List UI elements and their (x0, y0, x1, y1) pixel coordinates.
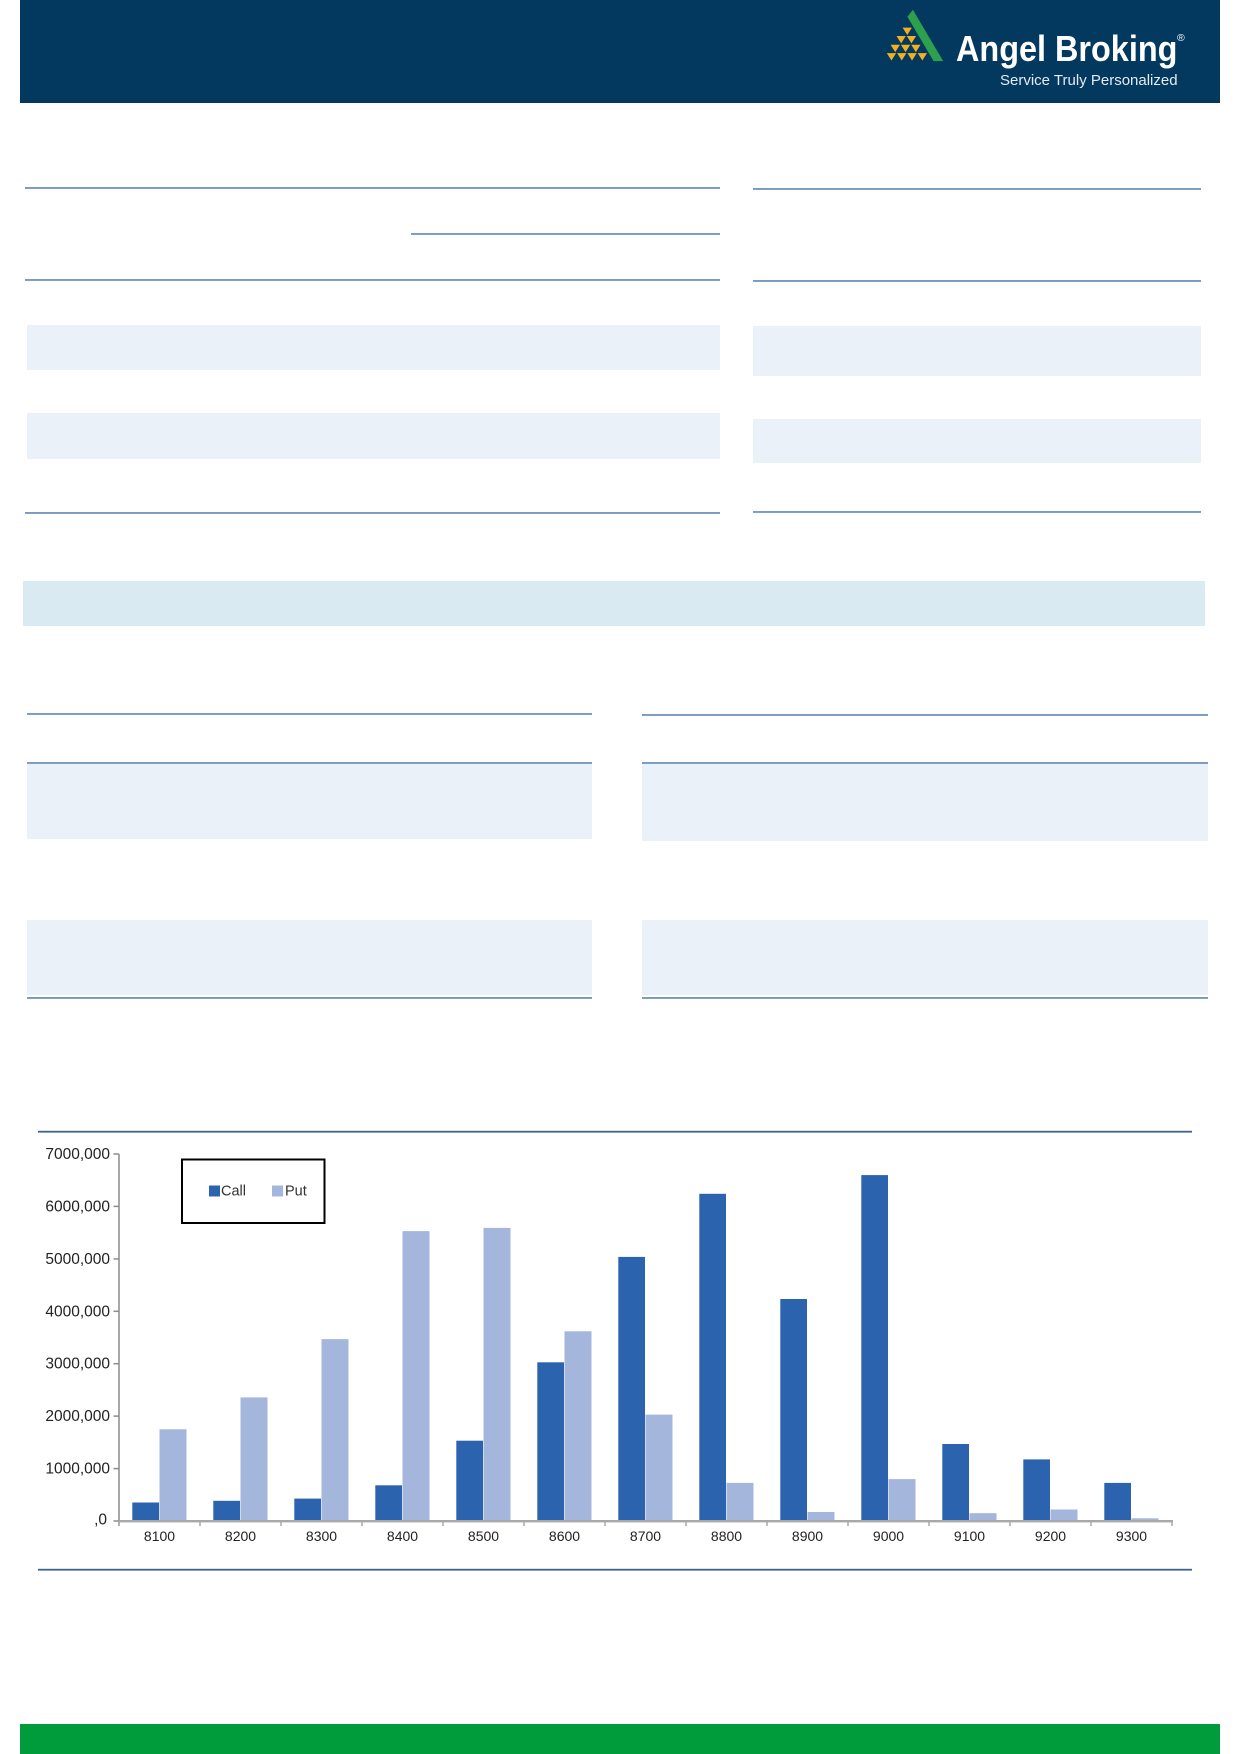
svg-text:8900: 8900 (792, 1528, 823, 1544)
svg-text:3000,000: 3000,000 (45, 1356, 110, 1373)
svg-text:8400: 8400 (387, 1528, 418, 1544)
svg-text:8100: 8100 (144, 1528, 175, 1544)
svg-text:Call: Call (221, 1184, 246, 1200)
svg-text:8500: 8500 (468, 1528, 499, 1544)
svg-text:9100: 9100 (954, 1528, 985, 1544)
svg-text:8200: 8200 (225, 1528, 256, 1544)
svg-text:Put: Put (285, 1184, 307, 1200)
svg-text:9200: 9200 (1035, 1528, 1066, 1544)
svg-text:8700: 8700 (630, 1528, 661, 1544)
svg-text:8800: 8800 (711, 1528, 742, 1544)
svg-text:5000,000: 5000,000 (45, 1251, 110, 1268)
svg-text:6000,000: 6000,000 (45, 1198, 110, 1215)
svg-text:4000,000: 4000,000 (45, 1303, 110, 1320)
svg-text:9300: 9300 (1116, 1528, 1147, 1544)
svg-text:8600: 8600 (549, 1528, 580, 1544)
svg-text:7000,000: 7000,000 (45, 1146, 110, 1163)
svg-text:1000,000: 1000,000 (45, 1461, 110, 1478)
svg-text:,0: ,0 (94, 1512, 107, 1529)
svg-text:9000: 9000 (873, 1528, 904, 1544)
svg-text:2000,000: 2000,000 (45, 1408, 110, 1425)
svg-text:8300: 8300 (306, 1528, 337, 1544)
